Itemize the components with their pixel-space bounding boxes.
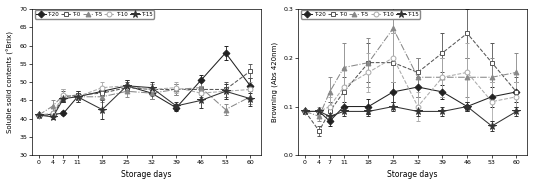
X-axis label: Storage days: Storage days — [387, 170, 438, 179]
Y-axis label: Soluble solid contents (°Brix): Soluble solid contents (°Brix) — [7, 31, 14, 133]
Legend: T-20, T-0, T-5, T-10, T-15: T-20, T-0, T-5, T-10, T-15 — [35, 10, 154, 19]
Y-axis label: Browning (Abs 420nm): Browning (Abs 420nm) — [272, 42, 278, 122]
Legend: T-20, T-0, T-5, T-10, T-15: T-20, T-0, T-5, T-10, T-15 — [301, 10, 420, 19]
X-axis label: Storage days: Storage days — [121, 170, 171, 179]
